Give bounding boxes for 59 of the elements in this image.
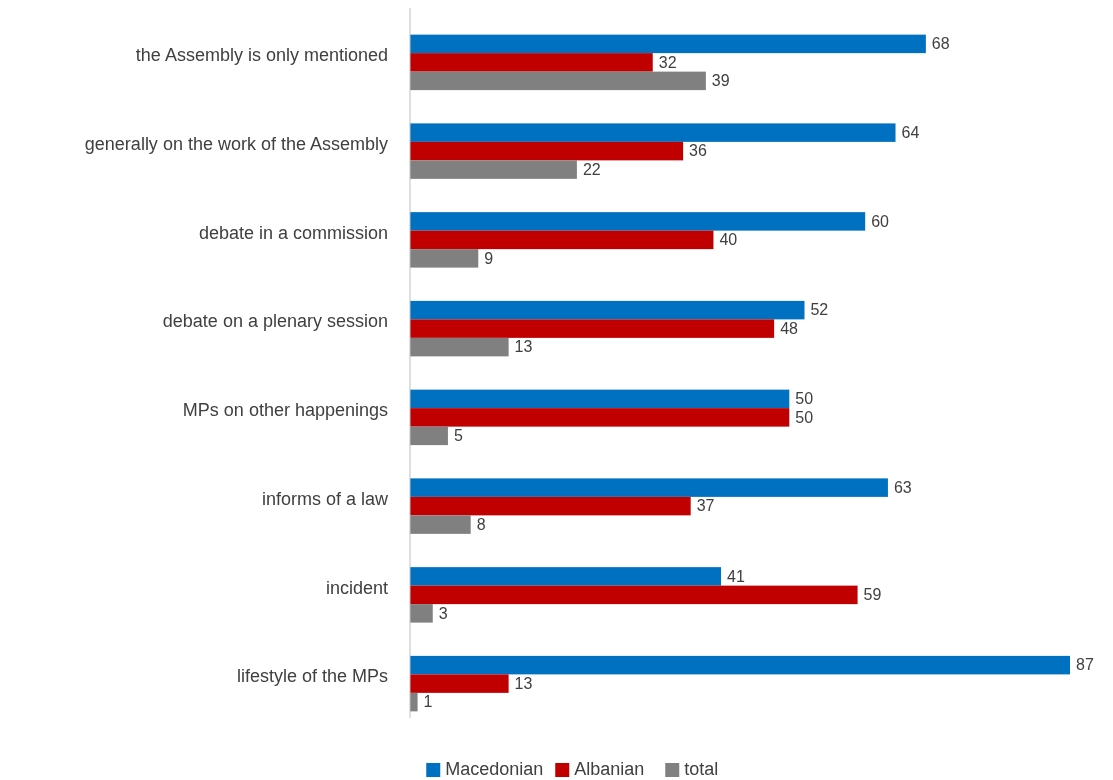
bar xyxy=(410,567,722,586)
legend-label: total xyxy=(684,758,719,779)
data-label: 40 xyxy=(719,231,738,249)
data-label: 8 xyxy=(476,515,486,533)
y-tick-label: incident xyxy=(325,577,388,598)
bar xyxy=(410,141,684,161)
data-label: 87 xyxy=(1076,656,1094,674)
data-label: 9 xyxy=(484,249,494,267)
data-label: 59 xyxy=(863,586,882,604)
data-label: 3 xyxy=(438,604,448,622)
bar xyxy=(410,300,805,320)
bar xyxy=(410,319,775,338)
bar xyxy=(410,674,509,693)
data-label: 48 xyxy=(780,319,799,337)
y-tick-label: generally on the work of the Assembly xyxy=(84,133,388,154)
bar xyxy=(410,692,418,712)
data-label: 36 xyxy=(689,142,707,160)
legend-label: Albanian xyxy=(574,758,645,779)
data-label: 41 xyxy=(727,567,745,585)
bar xyxy=(410,604,433,623)
bar xyxy=(410,478,888,497)
data-label: 39 xyxy=(711,72,730,90)
data-label: 5 xyxy=(453,427,463,445)
data-label: 52 xyxy=(810,301,829,319)
bar xyxy=(410,249,479,268)
legend-label: Macedonian xyxy=(445,758,544,779)
y-tick-label: the Assembly is only mentioned xyxy=(135,45,388,66)
data-label: 50 xyxy=(795,390,814,408)
data-label: 37 xyxy=(696,497,715,515)
data-label: 32 xyxy=(658,53,677,71)
bar xyxy=(410,123,896,142)
data-label: 64 xyxy=(901,123,920,141)
y-tick-label: MPs on other happenings xyxy=(182,400,388,421)
data-label: 60 xyxy=(871,212,890,230)
bar xyxy=(410,34,926,54)
data-label: 13 xyxy=(514,674,533,692)
y-tick-label: informs of a law xyxy=(261,488,389,509)
bar xyxy=(410,212,866,231)
bar xyxy=(410,408,790,427)
bar xyxy=(410,585,858,605)
bar xyxy=(410,71,706,91)
bar xyxy=(410,53,653,72)
bar xyxy=(410,426,448,446)
bar xyxy=(410,230,714,250)
data-label: 68 xyxy=(931,35,950,53)
y-tick-label: lifestyle of the MPs xyxy=(236,666,388,687)
data-label: 50 xyxy=(795,408,814,426)
data-label: 1 xyxy=(423,693,433,711)
y-tick-label: debate in a commission xyxy=(198,222,388,243)
bar xyxy=(410,337,509,357)
y-tick-label: debate on a plenary session xyxy=(162,311,388,332)
bar xyxy=(410,655,1070,675)
bar xyxy=(410,496,691,516)
bar xyxy=(410,160,577,179)
data-label: 13 xyxy=(514,338,533,356)
data-label: 63 xyxy=(893,478,912,496)
bar xyxy=(410,389,790,409)
bar xyxy=(410,515,471,534)
data-label: 22 xyxy=(582,160,601,178)
